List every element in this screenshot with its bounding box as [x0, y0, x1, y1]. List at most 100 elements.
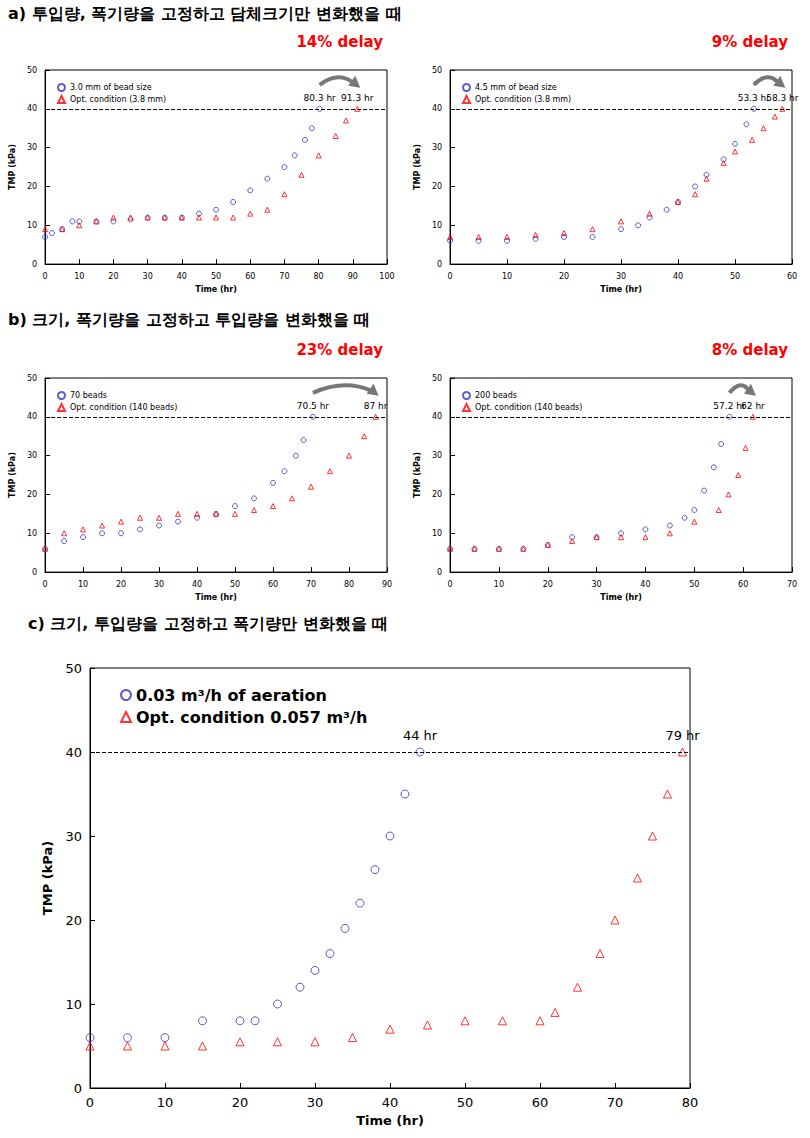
svg-text:30: 30 — [27, 143, 37, 152]
svg-text:0: 0 — [43, 580, 48, 589]
svg-text:Opt. condition (3.8 mm): Opt. condition (3.8 mm) — [70, 95, 166, 104]
svg-text:10: 10 — [27, 221, 37, 230]
svg-text:50: 50 — [730, 272, 740, 281]
svg-text:40: 40 — [192, 580, 202, 589]
svg-text:0: 0 — [86, 1095, 94, 1110]
svg-text:30: 30 — [307, 1095, 324, 1110]
svg-text:40: 40 — [382, 1095, 399, 1110]
svg-text:30: 30 — [432, 451, 442, 460]
svg-text:40: 40 — [177, 272, 187, 281]
svg-text:50: 50 — [27, 374, 37, 383]
svg-text:4.5 mm of bead size: 4.5 mm of bead size — [475, 83, 557, 92]
svg-text:60: 60 — [787, 272, 797, 281]
svg-text:70: 70 — [787, 580, 797, 589]
svg-text:0.03 m³/h of aeration: 0.03 m³/h of aeration — [136, 686, 327, 705]
svg-text:70 beads: 70 beads — [70, 391, 107, 400]
svg-text:70: 70 — [306, 580, 316, 589]
svg-text:87 hr: 87 hr — [364, 401, 388, 411]
svg-text:0: 0 — [448, 272, 453, 281]
svg-text:30: 30 — [432, 143, 442, 152]
svg-text:0: 0 — [74, 1081, 82, 1096]
svg-text:Time (hr): Time (hr) — [600, 285, 642, 294]
svg-text:40: 40 — [432, 104, 442, 113]
svg-text:60: 60 — [738, 580, 748, 589]
svg-text:9% delay: 9% delay — [712, 33, 788, 51]
svg-text:TMP (kPa): TMP (kPa) — [8, 452, 17, 498]
svg-text:10: 10 — [432, 221, 442, 230]
svg-text:TMP (kPa): TMP (kPa) — [413, 144, 422, 190]
svg-text:60: 60 — [268, 580, 278, 589]
svg-text:90: 90 — [348, 272, 358, 281]
svg-text:30: 30 — [154, 580, 164, 589]
svg-text:62 hr: 62 hr — [741, 401, 765, 411]
svg-text:80: 80 — [314, 272, 324, 281]
svg-text:0: 0 — [448, 580, 453, 589]
svg-text:Opt. condition (140 beads): Opt. condition (140 beads) — [475, 403, 582, 412]
svg-text:10: 10 — [157, 1095, 174, 1110]
svg-text:70.5 hr: 70.5 hr — [297, 401, 330, 411]
svg-text:50: 50 — [65, 661, 82, 676]
svg-text:30: 30 — [616, 272, 626, 281]
svg-text:91.3 hr: 91.3 hr — [341, 93, 374, 103]
svg-text:Time (hr): Time (hr) — [195, 593, 237, 602]
svg-text:44 hr: 44 hr — [403, 728, 438, 743]
svg-text:3.0 mm of bead size: 3.0 mm of bead size — [70, 83, 152, 92]
svg-text:10: 10 — [432, 529, 442, 538]
svg-text:TMP (kPa): TMP (kPa) — [40, 841, 55, 915]
svg-text:80: 80 — [682, 1095, 699, 1110]
svg-text:0: 0 — [43, 272, 48, 281]
svg-text:60: 60 — [532, 1095, 549, 1110]
svg-text:10: 10 — [502, 272, 512, 281]
svg-text:20: 20 — [27, 182, 37, 191]
svg-text:20: 20 — [559, 272, 569, 281]
svg-text:20: 20 — [65, 913, 82, 928]
svg-text:10: 10 — [27, 529, 37, 538]
svg-text:20: 20 — [432, 490, 442, 499]
svg-text:50: 50 — [211, 272, 221, 281]
svg-text:10: 10 — [494, 580, 504, 589]
svg-text:23% delay: 23% delay — [296, 341, 383, 359]
svg-text:0: 0 — [437, 260, 442, 269]
svg-text:40: 40 — [27, 104, 37, 113]
svg-text:30: 30 — [27, 451, 37, 460]
svg-text:60: 60 — [245, 272, 255, 281]
svg-text:10: 10 — [74, 272, 84, 281]
svg-text:Time (hr): Time (hr) — [356, 1113, 424, 1128]
svg-text:70: 70 — [279, 272, 289, 281]
svg-text:50: 50 — [27, 66, 37, 75]
svg-text:TMP (kPa): TMP (kPa) — [8, 144, 17, 190]
svg-text:10: 10 — [78, 580, 88, 589]
svg-text:0: 0 — [32, 260, 37, 269]
svg-text:Opt. condition (140 beads): Opt. condition (140 beads) — [70, 403, 177, 412]
svg-text:200 beads: 200 beads — [475, 391, 517, 400]
svg-text:40: 40 — [673, 272, 683, 281]
svg-text:50: 50 — [689, 580, 699, 589]
svg-text:20: 20 — [543, 580, 553, 589]
svg-text:50: 50 — [432, 374, 442, 383]
svg-text:70: 70 — [607, 1095, 624, 1110]
svg-text:80: 80 — [344, 580, 354, 589]
svg-text:0: 0 — [437, 568, 442, 577]
svg-text:Opt. condition (3.8 mm): Opt. condition (3.8 mm) — [475, 95, 571, 104]
svg-text:40: 40 — [65, 745, 82, 760]
svg-text:8% delay: 8% delay — [712, 341, 788, 359]
svg-text:TMP (kPa): TMP (kPa) — [413, 452, 422, 498]
svg-text:Time (hr): Time (hr) — [195, 285, 237, 294]
svg-text:50: 50 — [432, 66, 442, 75]
svg-text:50: 50 — [457, 1095, 474, 1110]
svg-text:80.3 hr: 80.3 hr — [303, 93, 336, 103]
svg-text:40: 40 — [432, 412, 442, 421]
svg-text:20: 20 — [27, 490, 37, 499]
svg-text:30: 30 — [65, 829, 82, 844]
svg-text:20: 20 — [116, 580, 126, 589]
svg-text:90: 90 — [382, 580, 392, 589]
svg-text:20: 20 — [232, 1095, 249, 1110]
svg-text:50: 50 — [230, 580, 240, 589]
svg-text:79 hr: 79 hr — [665, 728, 700, 743]
svg-text:0: 0 — [32, 568, 37, 577]
svg-text:20: 20 — [108, 272, 118, 281]
svg-text:40: 40 — [27, 412, 37, 421]
svg-text:100: 100 — [379, 272, 394, 281]
svg-text:Time (hr): Time (hr) — [600, 593, 642, 602]
svg-text:58.3 hr: 58.3 hr — [766, 93, 799, 103]
